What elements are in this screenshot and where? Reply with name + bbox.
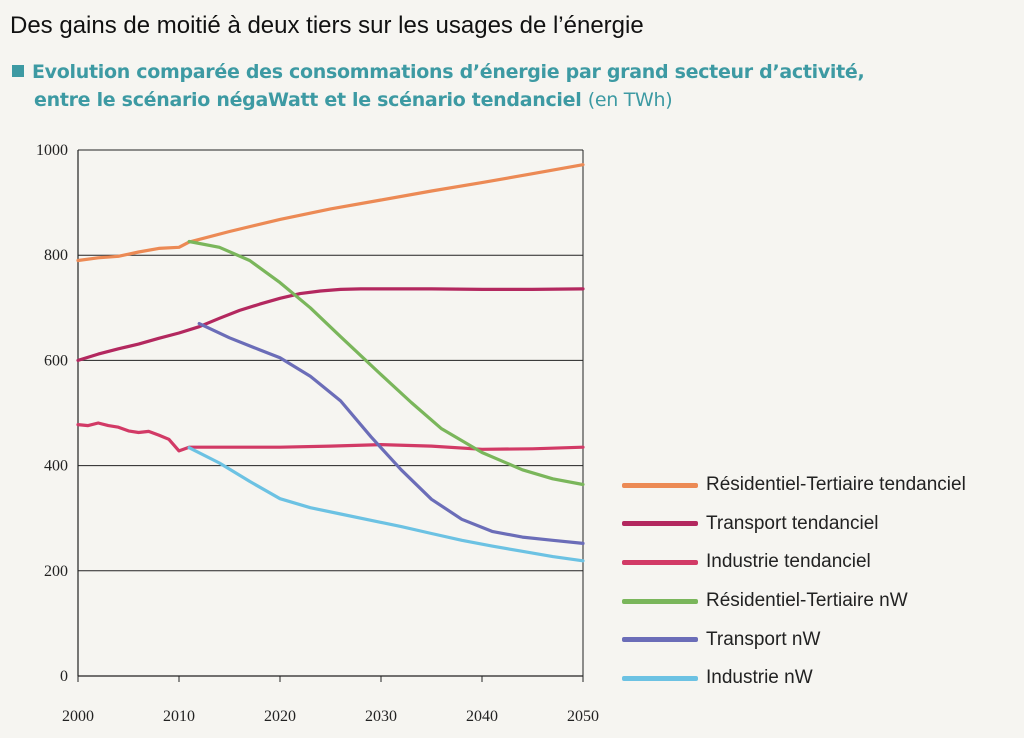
x-tick-labels: 2000 2010 2020 2030 2040 2050 — [62, 708, 599, 725]
legend: Résidentiel-Tertiaire tendanciel Transpor… — [622, 466, 966, 698]
legend-swatch — [622, 598, 698, 604]
series-line-2 — [76, 421, 585, 453]
legend-label: Résidentiel-Tertiaire tendanciel — [706, 474, 966, 496]
x-tick-label: 2000 — [62, 708, 94, 725]
x-tick-label: 2020 — [264, 708, 296, 725]
y-tick-label: 0 — [60, 668, 68, 685]
chart-subtitle: Evolution comparée des consommations d’é… — [12, 58, 865, 114]
y-tick-label: 1000 — [36, 142, 68, 159]
grid-lines — [78, 149, 583, 572]
legend-label: Transport tendanciel — [706, 512, 879, 534]
x-tick-label: 2050 — [567, 708, 599, 725]
legend-item: Transport tendanciel — [622, 505, 966, 544]
x-tick-label: 2040 — [466, 708, 498, 725]
legend-swatch — [622, 521, 698, 527]
y-tick-label: 400 — [44, 458, 68, 475]
axes — [77, 150, 584, 682]
y-tick-labels: 0 200 400 600 800 1000 — [36, 142, 68, 685]
legend-swatch — [622, 559, 698, 565]
legend-swatch — [622, 637, 698, 643]
legend-item: Industrie tendanciel — [622, 543, 966, 582]
legend-item: Transport nW — [622, 620, 966, 659]
series-line-1 — [76, 287, 585, 362]
legend-item: Industrie nW — [622, 659, 966, 698]
series-line-4 — [197, 322, 585, 545]
legend-swatch — [622, 482, 698, 488]
legend-label: Industrie nW — [706, 667, 813, 689]
subtitle-bullet-icon — [12, 65, 24, 77]
chart-title: Des gains de moitié à deux tiers sur les… — [10, 12, 644, 39]
series-line-3 — [187, 239, 585, 487]
x-tick-label: 2030 — [365, 708, 397, 725]
legend-item: Résidentiel-Tertiaire nW — [622, 582, 966, 621]
x-tick-label: 2010 — [163, 708, 195, 725]
y-tick-label: 800 — [44, 247, 68, 264]
legend-item: Résidentiel-Tertiaire tendanciel — [622, 466, 966, 505]
series-lines — [76, 163, 585, 563]
legend-label: Résidentiel-Tertiaire nW — [706, 590, 908, 612]
subtitle-line1: Evolution comparée des consommations d’é… — [32, 61, 865, 83]
subtitle-line2: entre le scénario négaWatt et le scénari… — [34, 89, 582, 111]
y-tick-label: 200 — [44, 563, 68, 580]
series-line-0 — [76, 163, 585, 263]
legend-label: Transport nW — [706, 628, 821, 650]
series-line-5 — [187, 446, 585, 563]
subtitle-unit: (en TWh) — [587, 89, 673, 111]
legend-swatch — [622, 675, 698, 681]
y-tick-label: 600 — [44, 352, 68, 369]
legend-label: Industrie tendanciel — [706, 551, 871, 573]
